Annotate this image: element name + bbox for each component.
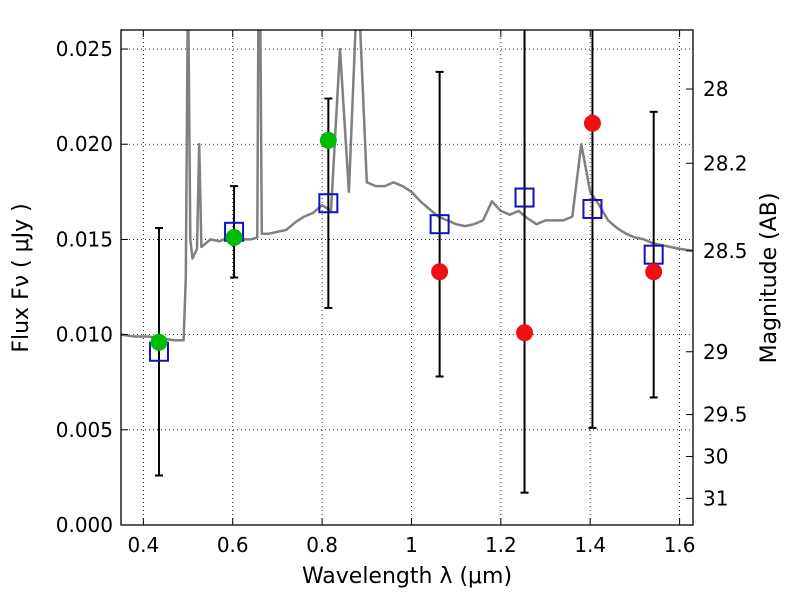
right-tick-label: 29.5 bbox=[703, 403, 748, 427]
x-tick-label: 1.6 bbox=[664, 533, 696, 557]
model-spectrum-line bbox=[121, 30, 693, 342]
right-tick-label: 29 bbox=[703, 340, 728, 364]
y-tick-label: 0.015 bbox=[56, 227, 113, 251]
model-photometry-square bbox=[582, 198, 603, 219]
right-tick-label: 30 bbox=[703, 444, 728, 468]
x-tick-label: 0.4 bbox=[127, 533, 159, 557]
x-tick-label: 0.8 bbox=[306, 533, 338, 557]
right-tick-label: 28 bbox=[703, 77, 728, 101]
axis-ticks: 0.4 0.6 0.8 1 1.2 1.4 1.6 0.000 0.005 0.010 0.015 0… bbox=[56, 30, 748, 557]
x-tick-label: 1.4 bbox=[574, 533, 606, 557]
y-tick-label: 0.025 bbox=[56, 37, 113, 61]
y-tick-label: 0.020 bbox=[56, 132, 113, 156]
data-markers bbox=[148, 114, 664, 362]
right-tick-label: 31 bbox=[703, 486, 728, 510]
model-photometry-square bbox=[429, 214, 450, 235]
right-axis-label: Magnitude (AB) bbox=[757, 193, 782, 364]
y-axis-label: Flux Fν ( μJy ) bbox=[9, 203, 34, 352]
model-spectrum bbox=[121, 30, 693, 342]
grid-lines bbox=[121, 30, 693, 526]
y-tick-label: 0.000 bbox=[56, 513, 113, 537]
x-axis-label: Wavelength λ (μm) bbox=[302, 564, 512, 589]
green-data-point bbox=[225, 229, 243, 247]
x-tick-label: 0.6 bbox=[217, 533, 249, 557]
right-tick-label: 28.2 bbox=[703, 151, 748, 175]
x-tick-label: 1.2 bbox=[485, 533, 517, 557]
green-data-point bbox=[319, 131, 337, 149]
y-tick-label: 0.005 bbox=[56, 418, 113, 442]
right-tick-label: 28.5 bbox=[703, 239, 748, 263]
error-bars bbox=[154, 30, 658, 494]
green-data-point bbox=[150, 333, 168, 351]
red-data-point bbox=[516, 324, 534, 342]
red-data-point bbox=[645, 263, 663, 281]
model-photometry-square bbox=[514, 187, 535, 208]
red-data-point bbox=[431, 263, 449, 281]
x-tick-label: 1 bbox=[405, 533, 418, 557]
y-tick-label: 0.010 bbox=[56, 323, 113, 347]
plot-frame bbox=[120, 29, 694, 526]
model-photometry-square bbox=[318, 193, 339, 214]
red-data-point bbox=[583, 114, 601, 132]
